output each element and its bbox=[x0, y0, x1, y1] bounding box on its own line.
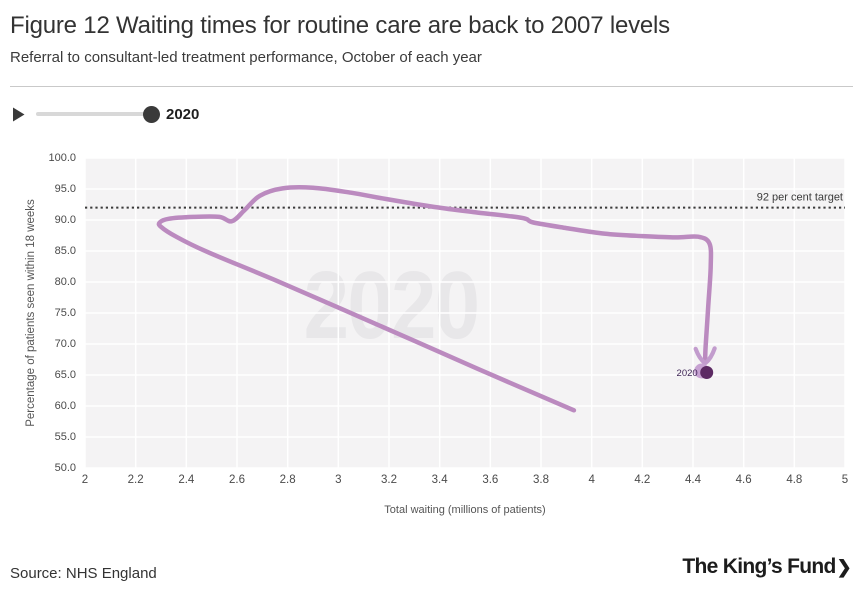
logo-chevron-icon: ❯ bbox=[836, 556, 852, 577]
header-divider bbox=[10, 86, 853, 87]
x-tick-label: 2.2 bbox=[127, 474, 144, 486]
x-tick-label: 4.6 bbox=[735, 474, 752, 486]
slider-handle[interactable] bbox=[143, 105, 160, 123]
kings-fund-logo: The King’s Fund ❯ bbox=[682, 555, 851, 579]
y-tick-label: 90.0 bbox=[54, 213, 76, 226]
figure-title: Figure 12 Waiting times for routine care… bbox=[10, 12, 670, 39]
x-axis-title: Total waiting (millions of patients) bbox=[384, 504, 546, 516]
x-tick-label: 5 bbox=[841, 474, 849, 486]
figure-subtitle: Referral to consultant-led treatment per… bbox=[10, 49, 482, 66]
y-tick-label: 50.0 bbox=[54, 461, 76, 474]
y-tick-label: 60.0 bbox=[54, 399, 76, 412]
end-point-label: 2020 bbox=[677, 368, 698, 379]
data-line bbox=[156, 185, 714, 413]
y-tick-label: 95.0 bbox=[54, 182, 76, 195]
x-axis-ticks: 2 2.2 2.4 2.6 2.8 3 3.2 3.4 3.6 3.8 4 4.2 4.4 4.6 4.8 5 bbox=[81, 474, 849, 490]
y-tick-label: 75.0 bbox=[54, 306, 76, 319]
x-tick-label: 4.8 bbox=[786, 474, 803, 486]
y-tick-label: 55.0 bbox=[54, 430, 76, 443]
source-text: Source: NHS England bbox=[10, 565, 157, 582]
x-tick-label: 2 bbox=[81, 474, 89, 486]
end-point-dot[interactable] bbox=[700, 366, 714, 379]
y-tick-label: 85.0 bbox=[54, 244, 76, 257]
timeline-slider[interactable] bbox=[36, 105, 160, 123]
x-tick-label: 4.2 bbox=[634, 474, 651, 486]
y-tick-label: 100.0 bbox=[48, 151, 76, 164]
logo-text: The King’s Fund bbox=[682, 555, 836, 578]
x-tick-label: 3.8 bbox=[533, 474, 549, 486]
x-tick-label: 2.4 bbox=[178, 474, 195, 486]
arrowhead-icon bbox=[703, 346, 717, 365]
target-line-label: 92 per cent target bbox=[757, 192, 843, 204]
slider-year-label: 2020 bbox=[166, 105, 200, 123]
y-tick-label: 70.0 bbox=[54, 337, 76, 350]
chart-canvas: 92 per cent target 2020 bbox=[85, 158, 845, 468]
y-axis-ticks: 100.0 95.0 90.0 85.0 80.0 75.0 70.0 65.0 60.0 55.… bbox=[0, 152, 80, 474]
x-tick-label: 2.8 bbox=[279, 474, 296, 486]
y-tick-label: 80.0 bbox=[54, 275, 76, 288]
timeline-controls: 2020 bbox=[12, 104, 199, 124]
x-tick-label: 3.4 bbox=[431, 474, 448, 486]
x-tick-label: 3.2 bbox=[381, 474, 397, 486]
chart-header: Figure 12 Waiting times for routine care… bbox=[10, 12, 853, 66]
x-tick-label: 4 bbox=[588, 474, 595, 486]
x-tick-label: 4.4 bbox=[685, 474, 701, 486]
x-tick-label: 2.6 bbox=[229, 474, 245, 486]
x-tick-label: 3.6 bbox=[482, 474, 499, 486]
play-icon[interactable] bbox=[12, 107, 25, 122]
x-tick-label: 3 bbox=[335, 474, 342, 486]
plot-area: 2020 92 per cent target 2020 bbox=[85, 158, 845, 468]
y-tick-label: 65.0 bbox=[54, 368, 76, 381]
